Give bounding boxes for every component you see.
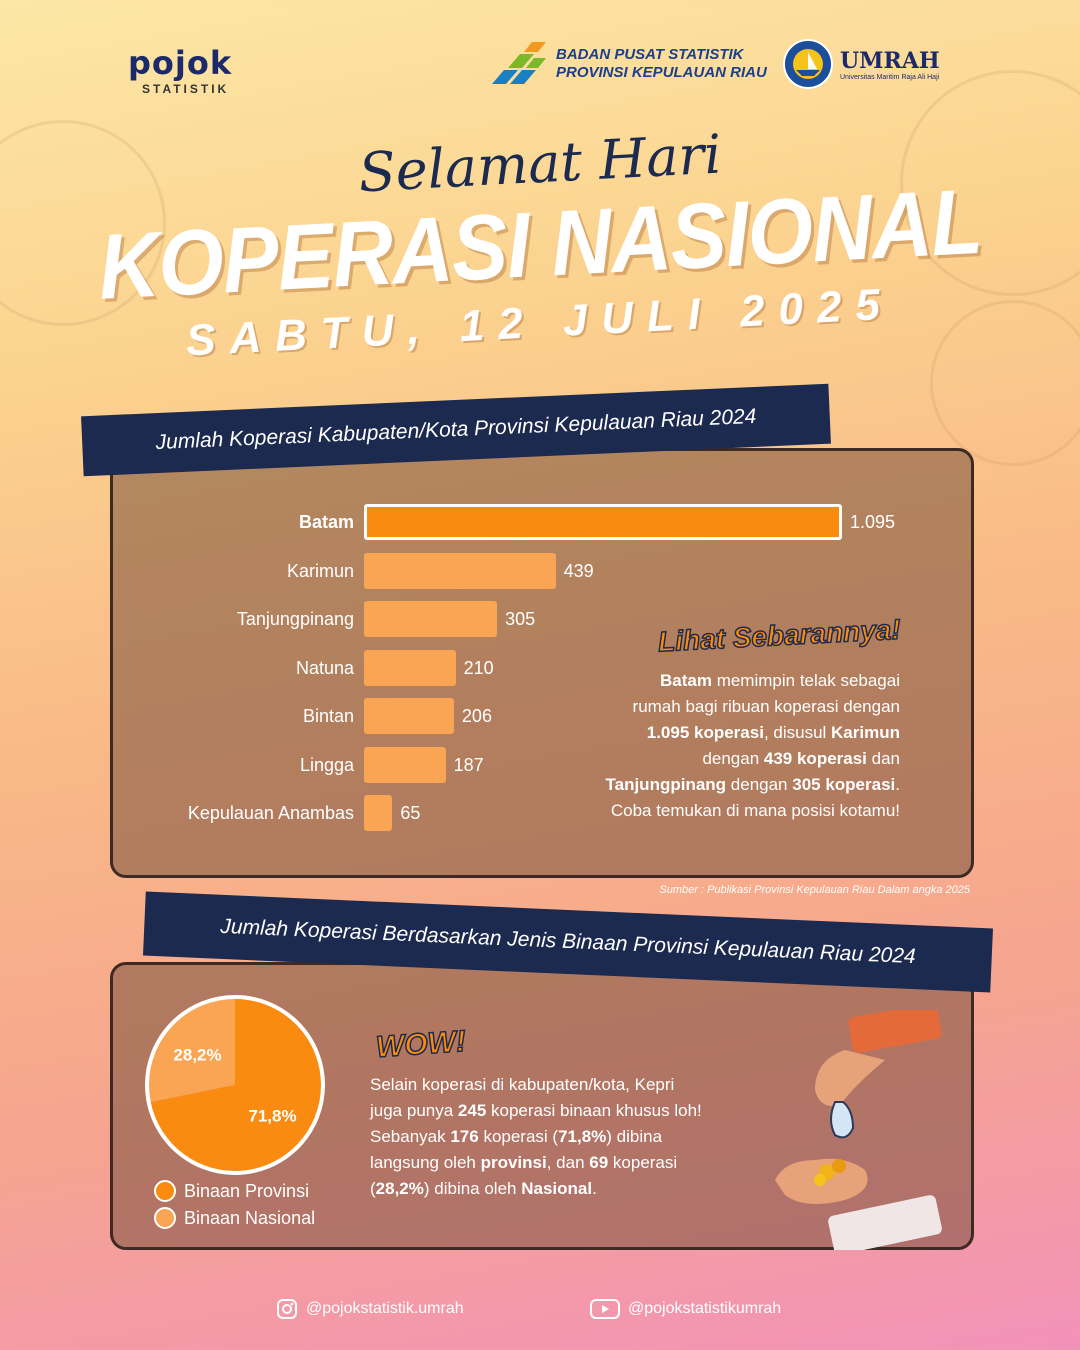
pojok-wordmark: pojok [128,44,233,82]
wow-line: juga punya 245 koperasi binaan khusus lo… [370,1101,702,1120]
bar-category-label: Batam [298,512,354,532]
pie-value-label: 71,8% [248,1107,296,1126]
instagram-link[interactable]: @pojokstatistik.umrah [276,1298,464,1320]
umrah-emblem-icon [782,38,834,90]
bar-karimun [364,552,556,589]
callout-line: Tanjungpinang dengan 305 koperasi. [605,775,901,794]
callout-line: Coba temukan di mana posisi kotamu! [610,801,900,820]
bar-value-label: 1.095 [850,512,896,532]
background-ornament [930,300,1080,466]
callout-line: 1.095 koperasi, disusul Karimun [646,723,900,742]
bar-lingga [364,746,446,783]
pie-slice-nasional [147,997,235,1103]
legend-label-provinsi: Binaan Provinsi [184,1180,310,1201]
bps-name-line2: PROVINSI KEPULAUAN RIAU [556,64,767,81]
pojok-subtitle: STATISTIK [142,82,230,96]
bar-batam [364,504,842,540]
pojok-statistik-logo: pojok STATISTIK [128,44,248,96]
legend-swatch-provinsi [154,1180,176,1202]
instagram-icon [277,1299,297,1319]
bar-category-label: Bintan [302,706,354,726]
bar-value-label: 206 [461,706,492,726]
bar-chart-source: Sumber : Publikasi Provinsi Kepulauan Ri… [659,884,970,896]
bar-value-label: 65 [400,803,421,823]
umrah-name: UMRAH [840,47,940,74]
bar-chart-title: Jumlah Koperasi Kabupaten/Kota Provinsi … [155,404,757,455]
youtube-link[interactable]: @pojokstatistikumrah [590,1298,781,1320]
bar-bintan [364,698,454,734]
wow-line: Selain koperasi di kabupaten/kota, Kepri [370,1075,675,1094]
callout-text: Batam memimpin telak sebagai rumah bagi r… [480,668,901,824]
wow-title: WOW! [374,1024,468,1065]
bar-kepulauan-anambas [364,795,393,831]
bar-value-label: 439 [563,560,594,581]
bar-category-label: Karimun [286,560,354,581]
wow-line: Sebanyak 176 koperasi (71,8%) dibina [370,1127,663,1146]
legend-label-nasional: Binaan Nasional [184,1207,316,1228]
youtube-handle: @pojokstatistikumrah [628,1300,782,1317]
hands-coins-illustration [775,1010,942,1250]
pie-chart: 71,8% 28,2% [145,995,325,1175]
wow-line: langsung oleh provinsi, dan 69 koperasi [370,1153,678,1172]
pie-slice-provinsi [148,997,323,1173]
callout-line: Batam memimpin telak sebagai [660,671,900,690]
bar-category-label: Kepulauan Anambas [187,803,354,823]
bar-natuna [364,649,456,686]
pie-value-label: 28,2% [173,1045,221,1064]
umrah-subtitle: Universitas Maritim Raja Ali Haji [840,73,940,81]
umrah-logo: UMRAH Universitas Maritim Raja Ali Haji [782,38,940,90]
bps-logo: BADAN PUSAT STATISTIK PROVINSI KEPULAUAN… [488,40,767,88]
bps-name-line1: BADAN PUSAT STATISTIK [556,46,744,63]
instagram-handle: @pojokstatistik.umrah [306,1300,464,1317]
legend-swatch-nasional [154,1207,176,1229]
pie-outline [145,995,325,1175]
callout-line: rumah bagi ribuan koperasi dengan [632,697,900,716]
pie-chart-title: Jumlah Koperasi Berdasarkan Jenis Binaan… [219,914,917,969]
callout-line: dengan 439 koperasi dan [702,749,900,768]
bps-icon [488,40,550,88]
bar-value-label: 305 [505,609,536,629]
bar-value-label: 187 [453,754,484,775]
bar-value-label: 210 [463,657,494,678]
legend-binaan-provinsi: Binaan Provinsi [154,1180,309,1202]
wow-text: Selain koperasi di kabupaten/kota, Kepri… [370,1072,770,1202]
bar-category-label: Lingga [299,754,354,775]
bar-tanjungpinang [364,601,498,637]
legend-binaan-nasional: Binaan Nasional [154,1207,315,1229]
bar-category-label: Natuna [295,657,354,678]
youtube-icon [590,1299,620,1319]
wow-line: (28,2%) dibina oleh Nasional. [370,1179,597,1198]
bar-category-label: Tanjungpinang [236,609,354,629]
